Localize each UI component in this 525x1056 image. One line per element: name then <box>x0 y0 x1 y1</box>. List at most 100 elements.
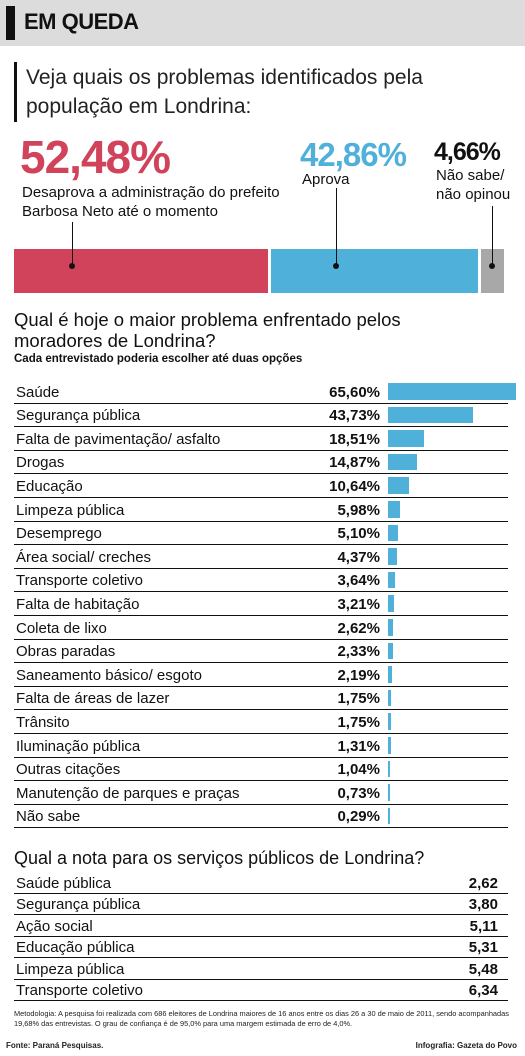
problem-label: Segurança pública <box>16 407 141 425</box>
problem-value: 1,75% <box>337 713 380 731</box>
service-row: Segurança pública 3,80 <box>14 894 508 915</box>
problem-label: Manutenção de parques e praças <box>16 784 240 802</box>
problem-bar <box>388 737 391 754</box>
problem-row: Drogas 14,87% <box>14 451 508 475</box>
problem-label: Desemprego <box>16 525 102 543</box>
problem-label: Trânsito <box>16 713 70 731</box>
credit-note: Infografia: Gazeta do Povo <box>415 1041 517 1050</box>
service-label: Segurança pública <box>16 896 141 913</box>
problem-bar <box>388 689 392 707</box>
methodology-note: Metodologia: A pesquisa foi realizada co… <box>14 1009 509 1028</box>
problem-value: 2,19% <box>337 666 380 684</box>
problem-label: Coleta de lixo <box>16 619 107 637</box>
problem-row: Falta de habitação 3,21% <box>14 592 508 616</box>
problem-value: 1,31% <box>337 737 380 755</box>
approve-value: 42,86% <box>300 136 407 173</box>
service-score: 2,62 <box>468 874 498 892</box>
problem-bar <box>388 595 395 612</box>
header-accent-bar <box>6 6 15 40</box>
service-label: Saúde pública <box>16 874 112 892</box>
disapprove-segment <box>14 249 268 293</box>
problem-row: Transporte coletivo 3,64% <box>14 569 508 593</box>
intro-rule <box>14 62 17 122</box>
service-label: Transporte coletivo <box>16 982 144 999</box>
problem-bar <box>388 571 396 589</box>
problem-row: Saúde 65,60% <box>14 380 516 404</box>
problem-value: 2,62% <box>337 619 380 637</box>
problem-row: Educação 10,64% <box>14 474 508 498</box>
problem-label: Falta de habitação <box>16 595 140 613</box>
problem-bar <box>388 453 417 471</box>
service-score: 5,11 <box>469 917 498 935</box>
service-row: Educação pública 5,31 <box>14 937 508 958</box>
problem-bar <box>388 760 391 778</box>
problem-row: Obras paradas 2,33% <box>14 640 508 664</box>
problem-value: 5,10% <box>337 525 380 543</box>
service-label: Ação social <box>16 917 93 935</box>
unsure-segment <box>481 249 504 293</box>
problem-label: Falta de pavimentação/ asfalto <box>16 430 221 448</box>
problem-bar <box>388 784 390 801</box>
problem-row: Trânsito 1,75% <box>14 710 508 734</box>
problem-bar <box>388 383 516 400</box>
problem-row: Coleta de lixo 2,62% <box>14 616 508 640</box>
problems-title-line1: Qual é hoje o maior problema enfrentado … <box>14 309 401 330</box>
problem-value: 65,60% <box>329 383 380 401</box>
disapprove-pointer-dot <box>69 263 75 269</box>
problems-note: Cada entrevistado poderia escolher até d… <box>14 353 303 365</box>
problem-value: 43,73% <box>329 407 380 425</box>
problem-value: 3,64% <box>337 572 380 590</box>
disapprove-label-line1: Desaprova a administração do prefeito <box>22 184 280 201</box>
problem-value: 18,51% <box>329 430 380 448</box>
unsure-pointer <box>492 206 493 266</box>
problem-bar <box>388 642 393 660</box>
problem-row: Falta de pavimentação/ asfalto 18,51% <box>14 427 508 451</box>
approve-segment <box>271 249 479 293</box>
problem-value: 2,33% <box>337 643 380 661</box>
problem-label: Obras paradas <box>16 643 116 661</box>
approve-label: Aprova <box>302 171 350 188</box>
service-row: Ação social 5,11 <box>14 915 508 937</box>
problem-bar <box>388 807 390 825</box>
problem-row: Segurança pública 43,73% <box>14 404 508 428</box>
unsure-value: 4,66% <box>434 138 501 166</box>
unsure-label-line1: Não sabe/ <box>436 167 505 184</box>
problem-row: Manutenção de parques e praças 0,73% <box>14 781 508 805</box>
service-row: Saúde pública 2,62 <box>14 872 508 894</box>
problem-bar <box>388 524 398 542</box>
service-score: 3,80 <box>468 896 498 913</box>
problem-bar <box>388 406 474 424</box>
problem-value: 0,73% <box>337 784 380 802</box>
service-label: Limpeza pública <box>16 960 125 978</box>
approve-pointer <box>336 188 337 266</box>
problems-title-line2: moradores de Londrina? <box>14 330 216 351</box>
problem-value: 3,21% <box>337 595 380 613</box>
unsure-pointer-dot <box>489 263 495 269</box>
problem-label: Não sabe <box>16 808 81 826</box>
source-note: Fonte: Paraná Pesquisas. <box>6 1041 104 1050</box>
problem-label: Área social/ creches <box>16 548 152 566</box>
service-label: Educação pública <box>16 939 135 956</box>
disapprove-value: 52,48% <box>20 131 171 183</box>
problem-bar <box>388 548 397 565</box>
unsure-label-line2: não opinou <box>436 186 511 203</box>
problem-value: 4,37% <box>337 548 380 566</box>
problem-bar <box>388 713 392 730</box>
problem-label: Educação <box>16 477 83 495</box>
problem-label: Outras citações <box>16 761 121 779</box>
problem-value: 5,98% <box>337 501 380 519</box>
problem-row: Falta de áreas de lazer 1,75% <box>14 687 508 711</box>
problem-label: Falta de áreas de lazer <box>16 690 170 708</box>
problem-row: Limpeza pública 5,98% <box>14 498 508 522</box>
problem-bar <box>388 477 409 494</box>
problem-bar <box>388 501 400 518</box>
disapprove-label-line2: Barbosa Neto até o momento <box>22 203 218 220</box>
approve-pointer-dot <box>333 263 339 269</box>
problem-row: Não sabe 0,29% <box>14 805 508 829</box>
service-score: 5,48 <box>468 960 498 978</box>
service-score: 6,34 <box>468 982 498 999</box>
problem-value: 10,64% <box>329 477 380 495</box>
service-row: Transporte coletivo 6,34 <box>14 980 508 1001</box>
service-score: 5,31 <box>468 939 498 956</box>
problem-label: Transporte coletivo <box>16 572 144 590</box>
